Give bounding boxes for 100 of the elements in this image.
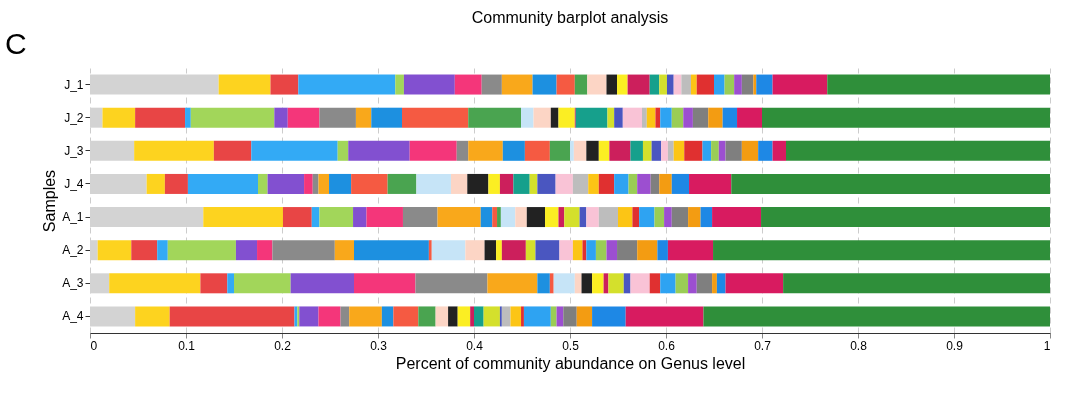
bar xyxy=(579,207,587,228)
bar xyxy=(607,107,615,128)
bar xyxy=(267,173,305,194)
bar xyxy=(483,306,500,327)
bar xyxy=(349,306,382,327)
bar xyxy=(515,207,527,228)
bar xyxy=(448,306,458,327)
bar xyxy=(700,207,713,228)
bar xyxy=(553,273,575,294)
bar xyxy=(651,140,662,161)
bar xyxy=(734,74,742,95)
bar xyxy=(395,74,404,95)
bar xyxy=(762,107,1050,128)
bar xyxy=(772,74,828,95)
bar xyxy=(492,207,498,228)
bar xyxy=(354,240,429,261)
bar xyxy=(521,107,534,128)
y-tick-label: J_1 xyxy=(64,77,84,92)
bar xyxy=(741,140,759,161)
bar xyxy=(409,140,457,161)
bar xyxy=(627,74,650,95)
x-tick-label: 0.9 xyxy=(946,338,964,353)
bar xyxy=(318,306,341,327)
bar xyxy=(545,207,559,228)
bar xyxy=(200,273,228,294)
bar xyxy=(606,74,618,95)
bar xyxy=(481,74,502,95)
bar xyxy=(623,273,631,294)
bar xyxy=(555,173,573,194)
y-axis-title: Samples xyxy=(41,169,59,233)
bar xyxy=(639,207,655,228)
bar xyxy=(655,107,661,128)
bar xyxy=(97,240,132,261)
bar xyxy=(625,306,704,327)
bar xyxy=(354,273,416,294)
bar xyxy=(521,306,524,327)
bar xyxy=(712,273,717,294)
bar xyxy=(164,173,188,194)
chart-title: Community barplot analysis xyxy=(471,9,669,26)
bar xyxy=(109,273,201,294)
bar xyxy=(272,240,335,261)
bar xyxy=(287,107,320,128)
bar xyxy=(537,173,556,194)
bar xyxy=(660,107,672,128)
x-axis-title: Percent of community abundance on Genus level xyxy=(395,354,746,372)
bar xyxy=(535,240,560,261)
bar xyxy=(496,240,502,261)
bar xyxy=(218,74,271,95)
bar xyxy=(533,107,551,128)
bar xyxy=(559,240,573,261)
bar xyxy=(722,107,738,128)
bar xyxy=(146,173,165,194)
bar xyxy=(786,140,1050,161)
bar xyxy=(290,273,354,294)
bar xyxy=(484,240,497,261)
bar xyxy=(659,173,672,194)
bar xyxy=(90,306,136,327)
bar xyxy=(563,306,577,327)
x-tick-label: 1 xyxy=(1043,338,1051,353)
bar xyxy=(298,74,396,95)
bar xyxy=(772,140,786,161)
bar xyxy=(134,140,214,161)
bar xyxy=(102,107,136,128)
bar xyxy=(711,140,719,161)
bar xyxy=(550,107,559,128)
bar xyxy=(692,107,709,128)
bar xyxy=(340,306,350,327)
bar xyxy=(381,306,394,327)
bar xyxy=(718,140,726,161)
bar xyxy=(741,74,754,95)
bar xyxy=(664,207,672,228)
bar xyxy=(258,173,268,194)
bar xyxy=(684,140,703,161)
bar xyxy=(671,207,689,228)
bar xyxy=(654,207,665,228)
bar xyxy=(549,140,570,161)
bar xyxy=(431,240,466,261)
bar xyxy=(702,140,712,161)
bar xyxy=(135,107,186,128)
bar xyxy=(532,74,557,95)
bar xyxy=(659,74,667,95)
bar xyxy=(318,173,330,194)
bar xyxy=(190,107,275,128)
x-tick-label: 0.7 xyxy=(754,338,772,353)
bar xyxy=(592,273,604,294)
bar xyxy=(450,173,468,194)
bar xyxy=(500,207,516,228)
bar xyxy=(456,140,469,161)
bar xyxy=(756,74,773,95)
bar xyxy=(457,306,471,327)
bar xyxy=(617,240,638,261)
bar xyxy=(523,306,551,327)
bar xyxy=(353,207,367,228)
bar xyxy=(549,273,554,294)
bar xyxy=(393,306,419,327)
bar xyxy=(524,140,550,161)
bar xyxy=(465,240,485,261)
bar xyxy=(628,173,638,194)
bar xyxy=(157,240,168,261)
bar xyxy=(581,273,593,294)
